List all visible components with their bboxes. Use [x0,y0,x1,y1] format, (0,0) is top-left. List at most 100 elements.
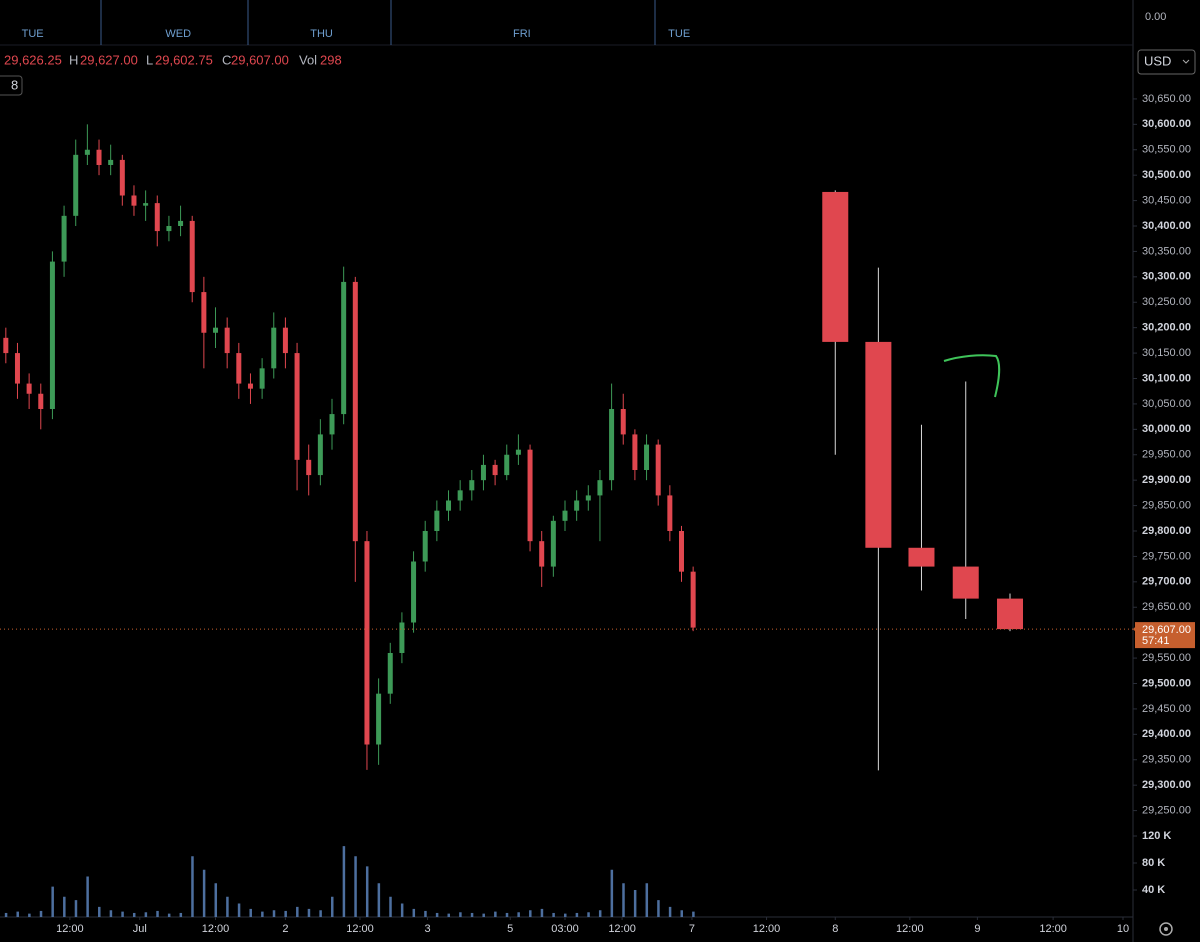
volume-bar [249,908,252,917]
candle [26,373,32,409]
currency-select[interactable]: USD [1137,49,1196,75]
volume-tick-label: 120 K [1142,830,1171,842]
day-label: THU [310,28,333,40]
candle-body [655,444,661,496]
volume-bar [63,896,66,917]
volume-bar [202,869,206,917]
x-tick-label: 2 [282,923,288,935]
candle-body [609,409,615,481]
candle-body [457,490,463,501]
candle-body [38,393,44,409]
volume-bar [564,913,567,917]
y-tick-label: 29,700.00 [1142,576,1191,588]
candle [678,525,684,582]
candle-body [166,226,172,232]
volume-bar [354,856,357,917]
y-tick-label: 29,550.00 [1142,652,1191,664]
volume-bar [598,910,602,917]
candle-body [585,495,591,501]
candle-body [632,434,638,470]
candle [259,358,265,399]
settings-gear-center[interactable] [1164,927,1168,931]
candle [457,480,463,511]
y-tick-label: 30,000.00 [1142,423,1191,435]
candle-body [119,159,125,196]
volume-bar [680,910,683,917]
candle-body [562,510,568,521]
candle-body [189,220,195,293]
day-label: WED [165,28,191,40]
candle-body [247,383,253,389]
volume-bar [447,913,451,917]
candle [539,531,545,587]
legend-prefix: Vol [299,52,317,67]
x-tick-label: 12:00 [753,923,781,935]
volume-bar [657,900,660,917]
day-label: FRI [513,28,531,40]
x-tick-label: 12:00 [346,923,374,935]
x-tick-label: 12:00 [896,923,924,935]
candle [865,267,892,771]
day-label: TUE [668,28,690,40]
volume-tick-label: 40 K [1142,884,1165,896]
candle [38,383,44,430]
last-price-tag [1135,622,1195,649]
volume-bar [39,910,43,917]
candle [480,454,486,491]
candle [317,419,323,486]
y-tick-label: 30,450.00 [1142,194,1191,206]
candle [224,317,230,369]
y-tick-label: 29,300.00 [1142,779,1191,791]
y-tick-label: 29,650.00 [1142,601,1191,613]
candle-body [49,261,55,409]
candle [49,251,55,420]
currency-label[interactable]: USD [1144,53,1171,68]
y-tick-label: 30,200.00 [1142,322,1191,334]
y-tick-label: 30,350.00 [1142,245,1191,257]
x-tick-label: 12:00 [56,923,84,935]
candle-body [61,215,67,262]
candle [469,470,475,501]
legend-volume: 298 [320,52,342,67]
candle [411,551,417,633]
x-tick-label: 12:00 [1039,923,1067,935]
settings-gear[interactable] [1159,922,1173,936]
volume-bar [494,911,497,917]
volume-bar [470,912,474,917]
currency-box[interactable] [1137,49,1196,75]
candle [515,434,521,465]
candle [562,500,568,531]
candle-body [644,444,650,470]
volume-bar [51,886,54,917]
volume-bar [144,912,148,917]
candle-body [376,693,382,745]
volume-bar [400,903,404,917]
badge-box[interactable] [0,75,23,96]
candle-body [14,353,20,384]
volume-bar [4,912,8,917]
settings-icon[interactable] [1159,922,1173,936]
candle-body [364,541,370,745]
candle [119,154,125,206]
candle-body [480,464,486,481]
interval-value[interactable]: 8 [11,77,18,92]
candle-body [527,449,533,542]
candle [84,124,90,165]
candle [504,444,510,481]
candle [597,470,603,542]
y-tick-label: 29,750.00 [1142,550,1191,562]
volume-bar [517,912,520,917]
candle-body [352,281,358,542]
candle-body [282,327,288,354]
volume-bar [575,912,579,917]
volume-bar [610,869,614,917]
interval-badge[interactable]: 8 [0,75,23,96]
candle-body [108,159,114,165]
candle-body [317,434,323,476]
candle-body [143,203,149,206]
y-tick-label: 29,450.00 [1142,703,1191,715]
candle [434,500,440,542]
y-tick-label: 29,400.00 [1142,728,1191,740]
candle [690,566,696,632]
y-tick-label: 30,300.00 [1142,271,1191,283]
